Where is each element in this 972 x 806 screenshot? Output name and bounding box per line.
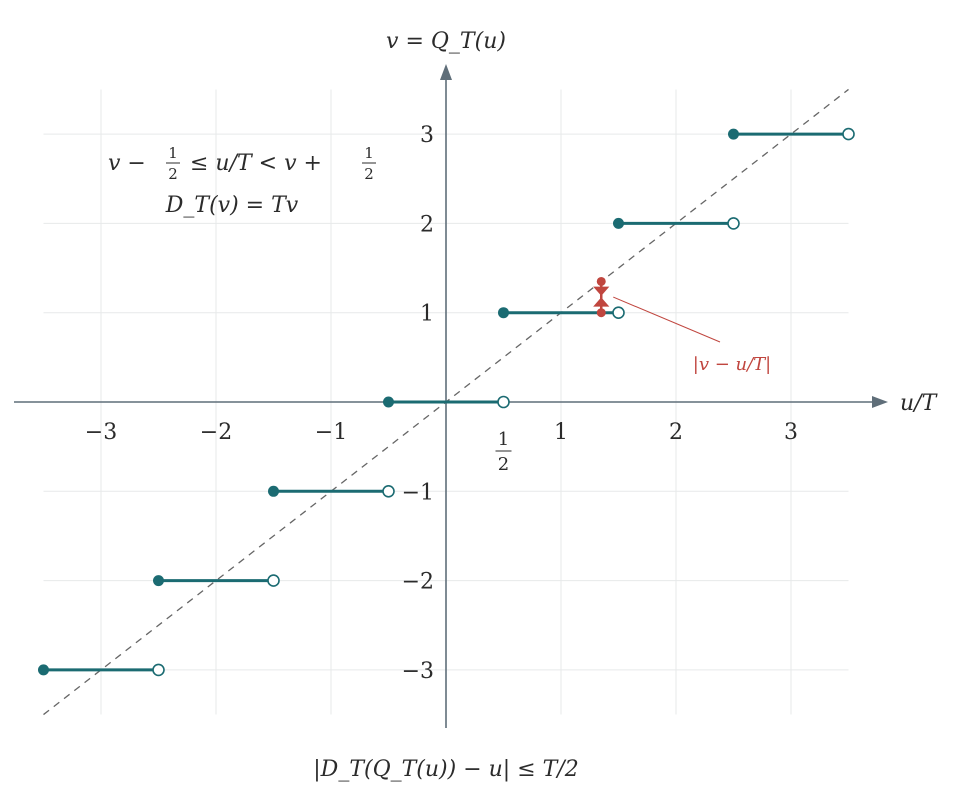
error-top-dot bbox=[596, 276, 606, 286]
y-tick-label: −3 bbox=[402, 659, 434, 684]
closed-endpoint bbox=[38, 664, 49, 676]
annotation-frac-numerator-2: 1 bbox=[364, 144, 374, 162]
error-marker: |v − u/T| bbox=[593, 276, 772, 375]
y-axis-arrow-icon bbox=[440, 64, 452, 80]
open-endpoint bbox=[842, 127, 855, 141]
error-label: |v − u/T| bbox=[693, 354, 772, 375]
annotation-frac-denominator: 2 bbox=[168, 165, 178, 183]
annotation-frac-numerator: 1 bbox=[168, 144, 178, 162]
annotation-frac-denominator-2: 2 bbox=[364, 165, 374, 183]
open-endpoint bbox=[497, 395, 510, 409]
x-axis-label: u/T bbox=[900, 391, 939, 416]
bottom-caption: |D_T(Q_T(u)) − u| ≤ T/2 bbox=[313, 757, 578, 782]
inequality-annotation: v − 1 2 ≤ u/T < v + 1 2 D_T(v) = Tv bbox=[108, 144, 376, 218]
error-arrow-up-icon bbox=[593, 286, 610, 296]
x-tick-label: 2 bbox=[669, 420, 683, 445]
closed-endpoint bbox=[153, 575, 164, 587]
y-tick-label: 3 bbox=[420, 123, 434, 148]
open-endpoint bbox=[152, 663, 165, 677]
closed-endpoint bbox=[498, 307, 509, 319]
x-tick-label: −2 bbox=[200, 420, 232, 445]
tick-labels: −3 −2 −1 1 2 3 −3 −2 −1 1 2 3 1 2 bbox=[85, 123, 798, 684]
y-tick-label: −2 bbox=[402, 570, 434, 595]
x-tick-label: −3 bbox=[85, 420, 117, 445]
open-endpoint bbox=[612, 306, 625, 320]
closed-endpoint bbox=[383, 396, 394, 408]
annotation-line1-middle: ≤ u/T < v + bbox=[190, 151, 322, 176]
y-tick-label: 2 bbox=[420, 212, 434, 237]
error-arrow-down-icon bbox=[593, 297, 610, 307]
open-endpoint bbox=[727, 217, 740, 230]
half-tick-denominator: 2 bbox=[498, 454, 509, 475]
annotation-line1-left: v − bbox=[108, 151, 146, 176]
y-tick-label: −1 bbox=[402, 480, 434, 505]
y-tick-label: 1 bbox=[420, 302, 434, 327]
closed-endpoint bbox=[268, 485, 279, 497]
error-bottom-dot bbox=[596, 308, 606, 318]
x-tick-label: 1 bbox=[554, 420, 568, 445]
x-tick-label: 3 bbox=[784, 420, 798, 445]
annotation-line2: D_T(v) = Tv bbox=[165, 193, 299, 218]
open-endpoint bbox=[267, 574, 280, 587]
closed-endpoint bbox=[613, 217, 624, 229]
closed-endpoint bbox=[728, 128, 739, 140]
open-endpoint bbox=[382, 484, 395, 498]
y-axis-label: v = Q_T(u) bbox=[386, 29, 506, 54]
x-axis-arrow-icon bbox=[872, 396, 888, 408]
half-tick-numerator: 1 bbox=[498, 429, 509, 450]
x-tick-label: −1 bbox=[315, 420, 347, 445]
error-leader-line bbox=[613, 296, 721, 343]
